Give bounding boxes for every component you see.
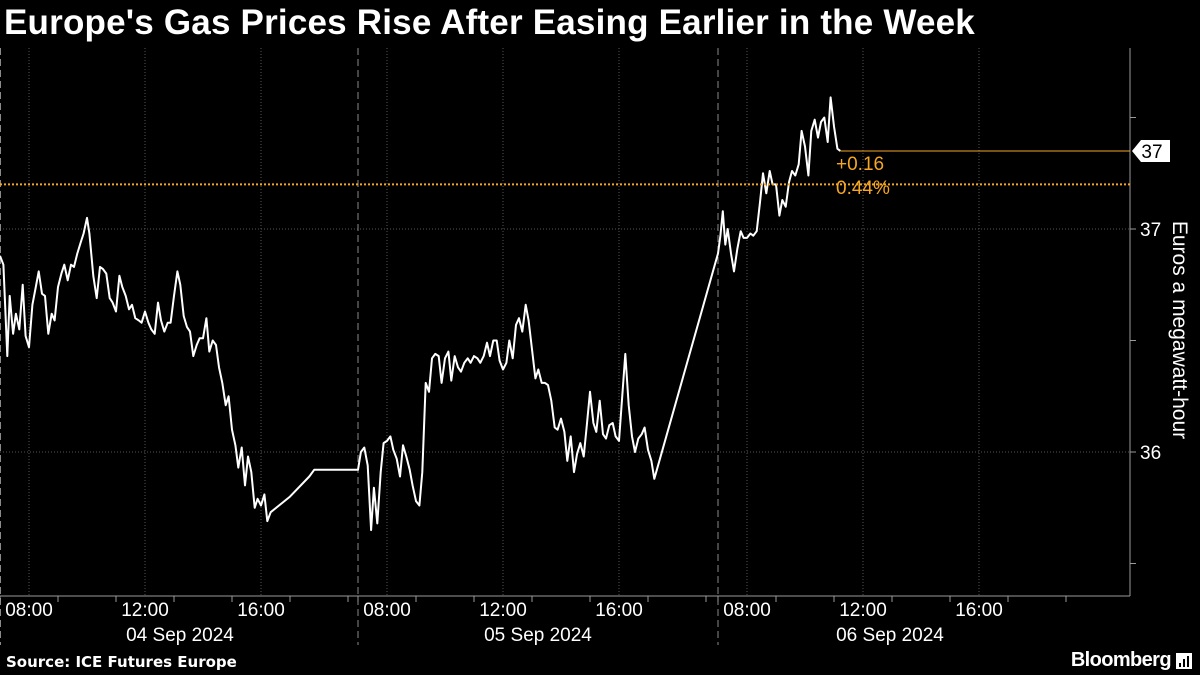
brand-logo: Bloomberg bbox=[1071, 649, 1192, 672]
x-tick-label: 12:00 bbox=[121, 600, 169, 621]
x-tick-label: 12:00 bbox=[479, 600, 527, 621]
y-tick-label: 37 bbox=[1140, 220, 1161, 241]
change-abs-label: +0.16 bbox=[836, 154, 884, 175]
x-tick-label: 12:00 bbox=[839, 600, 887, 621]
bar-chart-icon bbox=[1176, 652, 1192, 669]
x-tick-label: 08:00 bbox=[363, 600, 411, 621]
chart-title: Europe's Gas Prices Rise After Easing Ea… bbox=[4, 3, 975, 42]
last-value-marker bbox=[1132, 139, 1170, 162]
x-tick-label: 08:00 bbox=[723, 600, 771, 621]
x-date-label: 06 Sep 2024 bbox=[836, 625, 944, 646]
last-value-label: 37 bbox=[1141, 142, 1162, 163]
axes: 08:00 12:00 16:00 08:00 12:00 16:00 08:00 12:00… bbox=[0, 48, 1161, 646]
x-tick-label: 16:00 bbox=[955, 600, 1003, 621]
x-tick-label: 16:00 bbox=[237, 600, 285, 621]
y-tick-label: 36 bbox=[1140, 443, 1161, 464]
y-axis-label: Euros a megawatt-hour bbox=[1168, 221, 1191, 439]
change-annotation: 37 +0.16 0.44% bbox=[0, 139, 1170, 199]
brand-name: Bloomberg bbox=[1070, 649, 1172, 671]
x-tick-label: 16:00 bbox=[595, 600, 643, 621]
price-series bbox=[0, 96, 841, 532]
change-pct-label: 0.44% bbox=[836, 178, 890, 199]
x-date-label: 04 Sep 2024 bbox=[126, 625, 234, 646]
day-separators bbox=[0, 48, 719, 645]
x-tick-label: 08:00 bbox=[5, 600, 53, 621]
x-date-label: 05 Sep 2024 bbox=[484, 625, 592, 646]
series-line bbox=[0, 96, 841, 532]
source-note: Source: ICE Futures Europe bbox=[6, 653, 237, 671]
